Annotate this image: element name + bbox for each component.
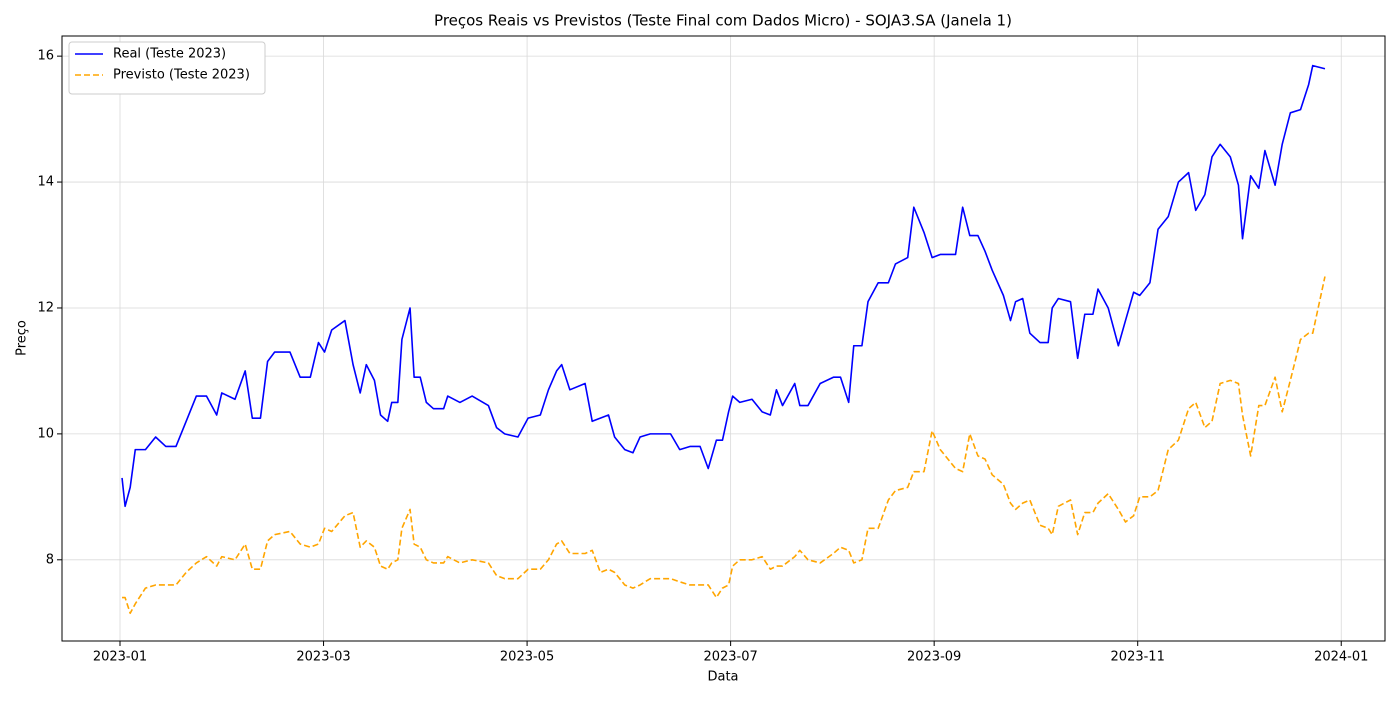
legend-box — [68, 41, 266, 95]
y-tick-label: 10 — [37, 426, 54, 441]
data-line — [122, 276, 1326, 615]
x-tick-label: 2023-09 — [907, 650, 961, 665]
y-axis-label: Preço — [15, 320, 30, 356]
x-tick-label: 2023-11 — [1111, 650, 1165, 665]
legend: Real (Teste 2023) Previsto (Teste 2023) — [68, 41, 266, 95]
chart-title: Preços Reais vs Previstos (Teste Final c… — [434, 12, 1012, 30]
x-tick-label: 2023-05 — [500, 650, 554, 665]
legend-label: Real (Teste 2023) — [113, 47, 226, 62]
y-tick-label: 14 — [37, 175, 54, 190]
y-tick-label: 8 — [46, 552, 54, 567]
y-tick-label: 16 — [37, 49, 54, 64]
data-line — [121, 64, 1326, 508]
x-tick-label: 2023-01 — [93, 650, 147, 665]
x-axis-label: Data — [707, 670, 738, 685]
plot-frame — [61, 35, 1386, 642]
x-tick-label: 2024-01 — [1314, 650, 1368, 665]
x-tick-label: 2023-07 — [703, 650, 757, 665]
y-tick-label: 12 — [37, 300, 54, 315]
x-tick-label: 2023-03 — [296, 650, 350, 665]
legend-label: Previsto (Teste 2023) — [113, 68, 250, 83]
